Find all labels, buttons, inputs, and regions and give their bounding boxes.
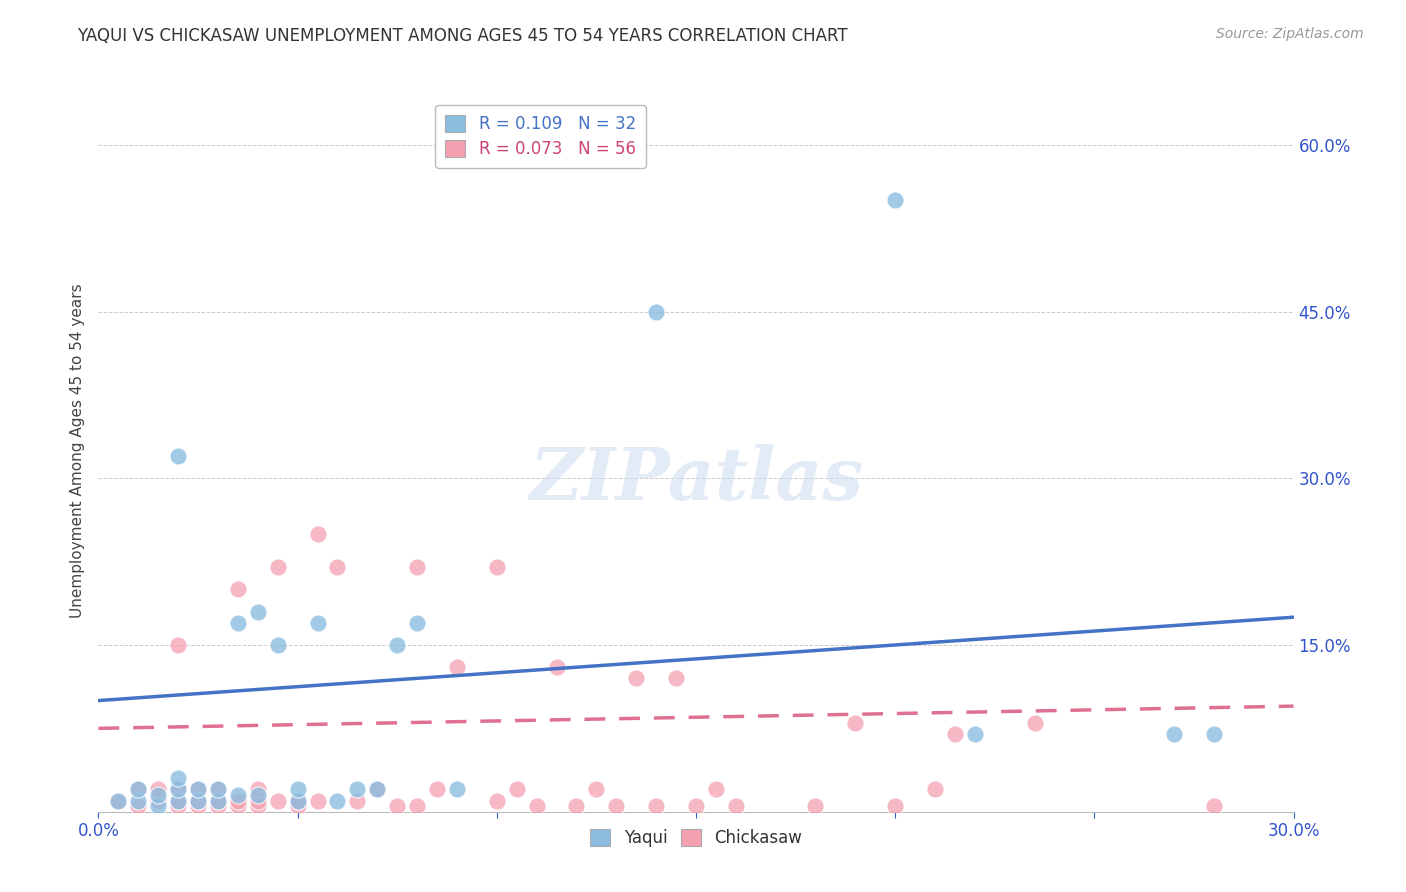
Point <box>207 794 229 808</box>
Point <box>385 638 409 652</box>
Point <box>307 794 329 808</box>
Point <box>167 794 190 808</box>
Point <box>287 782 309 797</box>
Point <box>226 794 249 808</box>
Point <box>167 782 190 797</box>
Point <box>804 799 827 814</box>
Point <box>1202 727 1225 741</box>
Point <box>148 782 170 797</box>
Point <box>346 794 368 808</box>
Point <box>187 794 209 808</box>
Point <box>167 782 190 797</box>
Point <box>307 526 329 541</box>
Point <box>685 799 707 814</box>
Point <box>426 782 449 797</box>
Point <box>148 788 170 802</box>
Point <box>127 782 149 797</box>
Legend: Yaqui, Chickasaw: Yaqui, Chickasaw <box>583 822 808 854</box>
Point <box>127 799 149 814</box>
Point <box>546 660 568 674</box>
Text: ZIPatlas: ZIPatlas <box>529 444 863 515</box>
Point <box>226 799 249 814</box>
Point <box>226 615 249 630</box>
Point <box>207 782 229 797</box>
Point <box>526 799 548 814</box>
Point <box>246 794 269 808</box>
Point <box>187 794 209 808</box>
Point <box>385 799 409 814</box>
Point <box>167 794 190 808</box>
Point <box>406 560 429 574</box>
Point <box>287 799 309 814</box>
Point <box>844 715 866 730</box>
Point <box>645 799 668 814</box>
Text: YAQUI VS CHICKASAW UNEMPLOYMENT AMONG AGES 45 TO 54 YEARS CORRELATION CHART: YAQUI VS CHICKASAW UNEMPLOYMENT AMONG AG… <box>77 27 848 45</box>
Point <box>963 727 986 741</box>
Point <box>167 799 190 814</box>
Point <box>267 794 290 808</box>
Point <box>267 638 290 652</box>
Point <box>346 782 368 797</box>
Point <box>406 615 429 630</box>
Point <box>226 582 249 597</box>
Point <box>307 615 329 630</box>
Point <box>127 794 149 808</box>
Point <box>924 782 946 797</box>
Point <box>127 782 149 797</box>
Point <box>148 799 170 814</box>
Point <box>167 449 190 463</box>
Point <box>724 799 747 814</box>
Point <box>585 782 607 797</box>
Point <box>246 788 269 802</box>
Point <box>107 794 129 808</box>
Point <box>187 782 209 797</box>
Point <box>187 782 209 797</box>
Point <box>226 788 249 802</box>
Point <box>485 560 508 574</box>
Point <box>485 794 508 808</box>
Y-axis label: Unemployment Among Ages 45 to 54 years: Unemployment Among Ages 45 to 54 years <box>69 283 84 618</box>
Point <box>326 560 349 574</box>
Point <box>207 794 229 808</box>
Point <box>287 794 309 808</box>
Point <box>246 799 269 814</box>
Point <box>287 794 309 808</box>
Point <box>1163 727 1185 741</box>
Point <box>107 794 129 808</box>
Point <box>1024 715 1046 730</box>
Point <box>207 782 229 797</box>
Point <box>167 772 190 786</box>
Point <box>506 782 529 797</box>
Point <box>148 794 170 808</box>
Point <box>246 605 269 619</box>
Point <box>167 638 190 652</box>
Point <box>884 194 907 208</box>
Point <box>943 727 966 741</box>
Point <box>366 782 388 797</box>
Point <box>246 782 269 797</box>
Point <box>884 799 907 814</box>
Point <box>565 799 588 814</box>
Point <box>1202 799 1225 814</box>
Point <box>446 660 468 674</box>
Point <box>626 671 648 685</box>
Point <box>645 304 668 318</box>
Point <box>704 782 727 797</box>
Point <box>446 782 468 797</box>
Point <box>406 799 429 814</box>
Point <box>207 799 229 814</box>
Point <box>267 560 290 574</box>
Text: Source: ZipAtlas.com: Source: ZipAtlas.com <box>1216 27 1364 41</box>
Point <box>326 794 349 808</box>
Point <box>605 799 627 814</box>
Point <box>366 782 388 797</box>
Point <box>187 799 209 814</box>
Point <box>665 671 688 685</box>
